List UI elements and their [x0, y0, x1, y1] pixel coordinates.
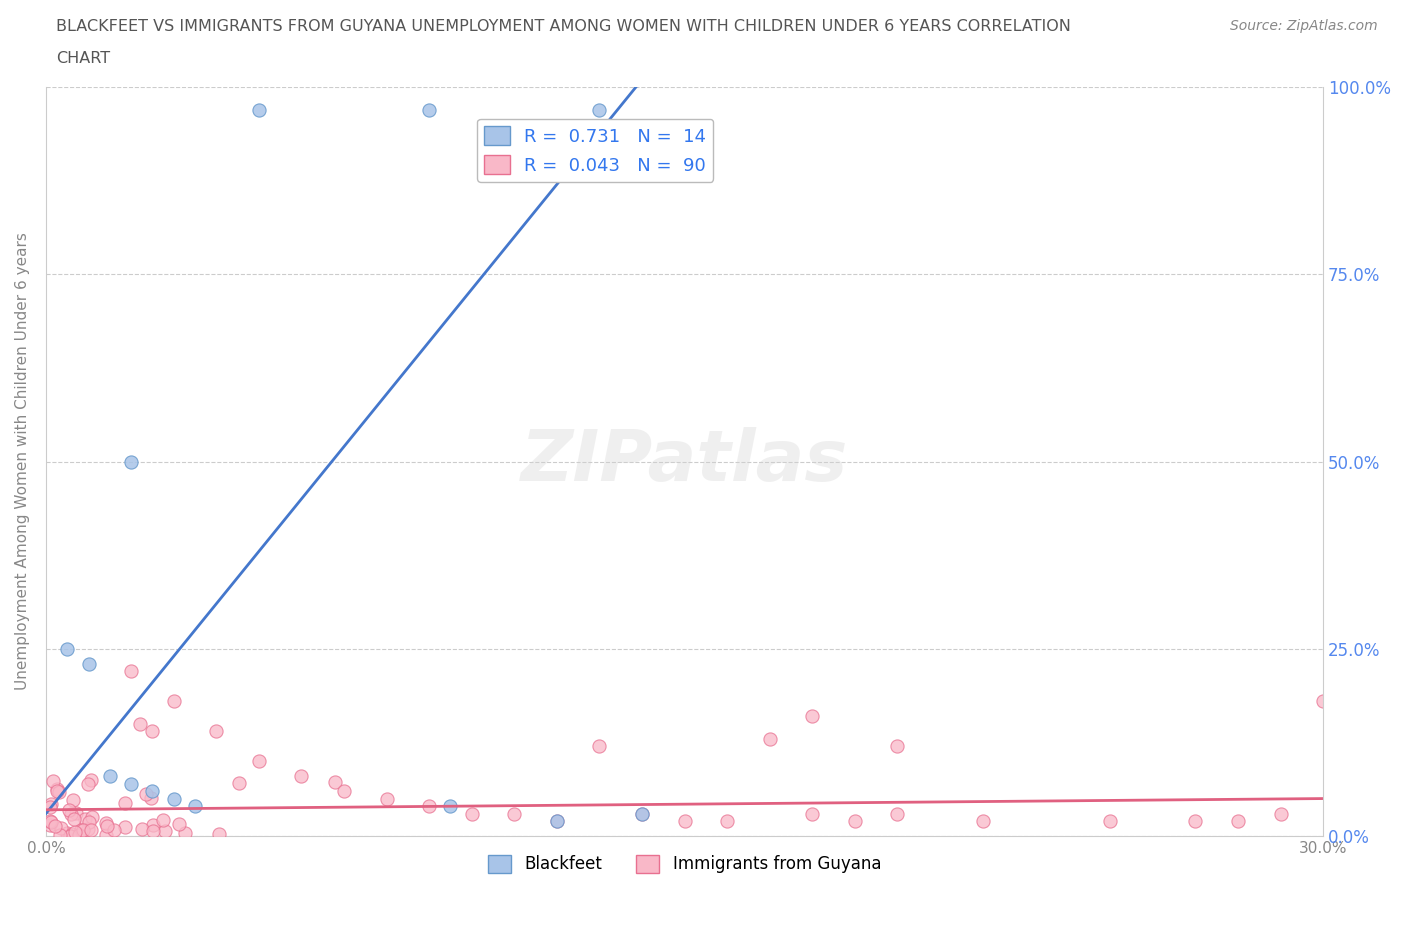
Point — [141, 784, 163, 799]
Point — [173, 826, 195, 841]
Point — [44, 818, 66, 833]
Point — [290, 769, 312, 784]
Text: Source: ZipAtlas.com: Source: ZipAtlas.com — [1230, 19, 1378, 33]
Point — [546, 814, 568, 829]
Point — [844, 814, 866, 829]
Point — [801, 709, 824, 724]
Point — [39, 817, 62, 832]
Point — [80, 822, 103, 837]
Point — [67, 828, 90, 843]
Point — [62, 827, 84, 842]
Point — [65, 805, 87, 820]
Point — [184, 799, 207, 814]
Point — [131, 821, 153, 836]
Point — [247, 753, 270, 768]
Point — [1270, 806, 1292, 821]
Point — [141, 790, 163, 805]
Point — [49, 821, 72, 836]
Point — [72, 823, 94, 838]
Point — [49, 828, 72, 843]
Text: BLACKFEET VS IMMIGRANTS FROM GUYANA UNEMPLOYMENT AMONG WOMEN WITH CHILDREN UNDER: BLACKFEET VS IMMIGRANTS FROM GUYANA UNEM… — [56, 19, 1071, 33]
Point — [59, 829, 82, 844]
Point — [39, 800, 62, 815]
Point — [39, 815, 62, 830]
Point — [323, 775, 346, 790]
Point — [546, 814, 568, 829]
Point — [503, 806, 526, 821]
Point — [135, 787, 157, 802]
Point — [758, 731, 780, 746]
Point — [48, 785, 70, 800]
Point — [98, 769, 121, 784]
Point — [152, 813, 174, 828]
Point — [631, 806, 654, 821]
Point — [418, 799, 440, 814]
Point — [588, 738, 610, 753]
Point — [120, 664, 142, 679]
Point — [247, 102, 270, 117]
Point — [120, 454, 142, 469]
Text: ZIPatlas: ZIPatlas — [520, 427, 848, 496]
Point — [333, 784, 356, 799]
Point — [439, 799, 461, 814]
Point — [79, 815, 101, 830]
Point — [886, 806, 908, 821]
Point — [69, 822, 91, 837]
Point — [205, 724, 228, 738]
Legend: Blackfeet, Immigrants from Guyana: Blackfeet, Immigrants from Guyana — [481, 848, 887, 880]
Point — [56, 826, 79, 841]
Point — [142, 824, 165, 839]
Point — [375, 791, 398, 806]
Y-axis label: Unemployment Among Women with Children Under 6 years: Unemployment Among Women with Children U… — [15, 232, 30, 690]
Point — [163, 791, 186, 806]
Point — [96, 816, 118, 830]
Point — [588, 102, 610, 117]
Point — [141, 724, 163, 738]
Point — [460, 806, 482, 821]
Point — [673, 814, 696, 829]
Point — [82, 809, 104, 824]
Point — [1312, 694, 1334, 709]
Point — [128, 716, 150, 731]
Point — [62, 792, 84, 807]
Point — [120, 777, 142, 791]
Point — [39, 797, 62, 812]
Point — [45, 784, 67, 799]
Point — [1184, 814, 1206, 829]
Point — [77, 821, 100, 836]
Point — [77, 777, 100, 791]
Point — [972, 814, 994, 829]
Point — [207, 827, 229, 842]
Text: CHART: CHART — [56, 51, 110, 66]
Point — [228, 776, 250, 790]
Point — [75, 812, 97, 827]
Point — [114, 820, 136, 835]
Point — [103, 823, 125, 838]
Point — [142, 817, 165, 832]
Point — [39, 814, 62, 829]
Point — [94, 828, 117, 843]
Point — [63, 824, 86, 839]
Point — [60, 807, 83, 822]
Point — [114, 796, 136, 811]
Point — [96, 818, 118, 833]
Point — [167, 817, 190, 831]
Point — [56, 642, 79, 657]
Point — [63, 811, 86, 826]
Point — [42, 774, 65, 789]
Point — [1099, 814, 1122, 829]
Point — [58, 803, 80, 817]
Point — [801, 806, 824, 821]
Point — [418, 102, 440, 117]
Point — [77, 657, 100, 671]
Point — [153, 823, 176, 838]
Point — [163, 694, 186, 709]
Point — [1227, 814, 1250, 829]
Point — [46, 782, 69, 797]
Point — [716, 814, 738, 829]
Point — [631, 806, 654, 821]
Point — [80, 773, 103, 788]
Point — [886, 738, 908, 753]
